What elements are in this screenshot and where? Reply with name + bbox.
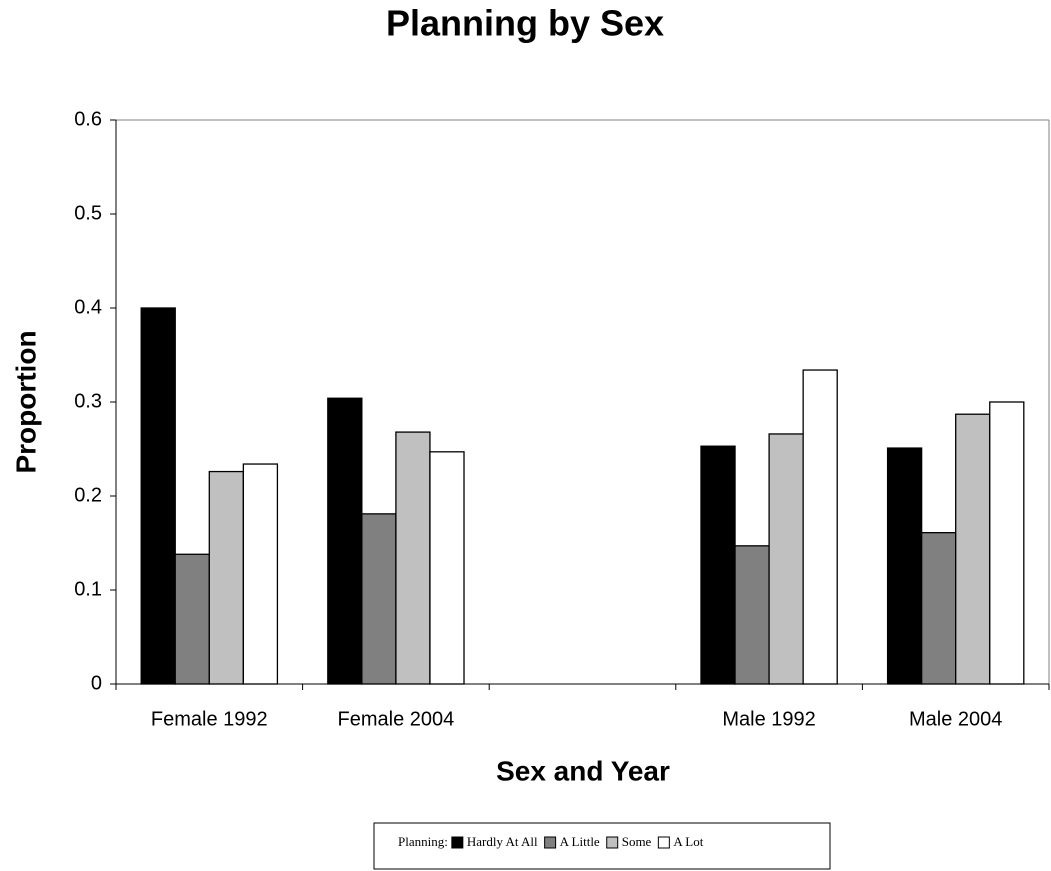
y-tick-label: 0.5 (74, 202, 102, 224)
legend-swatch (657, 836, 670, 849)
y-tick-label: 0.2 (74, 484, 102, 506)
bar (361, 513, 397, 685)
legend-swatch (544, 836, 557, 849)
x-tick-label: Female 2004 (338, 708, 455, 730)
chart-title: Planning by Sex (386, 3, 664, 44)
legend-label: Some (622, 834, 652, 849)
y-tick-label: 0.6 (74, 108, 102, 130)
legend-box (373, 822, 831, 870)
legend-swatch (451, 836, 464, 849)
bar (429, 451, 465, 685)
bar (734, 545, 770, 685)
bar (395, 431, 431, 685)
x-tick-label: Male 1992 (722, 708, 815, 730)
legend-title: Planning: (398, 834, 448, 849)
y-tick-label: 0.3 (74, 390, 102, 412)
bar (700, 445, 736, 685)
bar (802, 369, 838, 685)
y-tick-label: 0 (91, 672, 102, 694)
x-tick-label: Female 1992 (151, 708, 268, 730)
legend-label: A Little (560, 834, 600, 849)
legend-label: Hardly At All (467, 834, 538, 849)
bar (989, 401, 1025, 685)
bar (242, 463, 279, 685)
bar (327, 397, 363, 685)
bar (768, 433, 804, 685)
y-tick-label: 0.1 (74, 578, 102, 600)
y-axis-title: Proportion (10, 330, 41, 473)
legend-label: A Lot (673, 834, 703, 849)
bar (920, 532, 957, 685)
bar (140, 307, 176, 685)
bar (208, 470, 245, 685)
legend-swatch (606, 836, 619, 849)
bar (886, 447, 923, 685)
bar (174, 553, 210, 685)
bar (955, 413, 991, 685)
x-axis-title: Sex and Year (496, 755, 670, 786)
y-tick-label: 0.4 (74, 296, 102, 318)
x-tick-label: Male 2004 (909, 708, 1002, 730)
